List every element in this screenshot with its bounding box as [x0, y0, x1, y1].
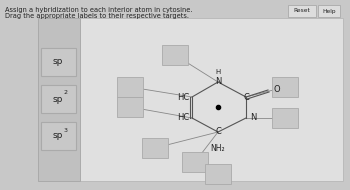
FancyBboxPatch shape [272, 108, 298, 128]
Text: Help: Help [322, 9, 336, 13]
FancyBboxPatch shape [182, 152, 208, 172]
FancyBboxPatch shape [117, 97, 143, 117]
Text: Reset: Reset [294, 9, 310, 13]
FancyBboxPatch shape [117, 77, 143, 97]
Text: C: C [243, 93, 249, 101]
Text: 2: 2 [64, 90, 68, 96]
FancyBboxPatch shape [41, 48, 76, 76]
Text: sp: sp [53, 58, 63, 66]
FancyBboxPatch shape [288, 5, 316, 17]
Text: NH₂: NH₂ [211, 144, 225, 153]
Text: sp: sp [53, 94, 63, 104]
Text: N: N [250, 113, 256, 123]
FancyBboxPatch shape [41, 122, 76, 150]
Text: H: H [215, 69, 220, 75]
Text: C: C [215, 127, 221, 136]
FancyBboxPatch shape [205, 164, 231, 184]
Text: N: N [215, 78, 221, 86]
Text: Assign a hybridization to each interior atom in cytosine.: Assign a hybridization to each interior … [5, 7, 193, 13]
FancyBboxPatch shape [41, 85, 76, 113]
FancyBboxPatch shape [142, 138, 168, 158]
FancyBboxPatch shape [38, 18, 80, 181]
Text: Drag the appropriate labels to their respective targets.: Drag the appropriate labels to their res… [5, 13, 189, 19]
FancyBboxPatch shape [162, 45, 188, 65]
Text: sp: sp [53, 131, 63, 140]
Text: HC: HC [177, 93, 189, 101]
Text: HC: HC [177, 113, 189, 123]
FancyBboxPatch shape [318, 5, 340, 17]
FancyBboxPatch shape [272, 77, 298, 97]
FancyBboxPatch shape [38, 18, 343, 181]
Text: 3: 3 [64, 127, 68, 132]
Text: O: O [273, 86, 280, 94]
